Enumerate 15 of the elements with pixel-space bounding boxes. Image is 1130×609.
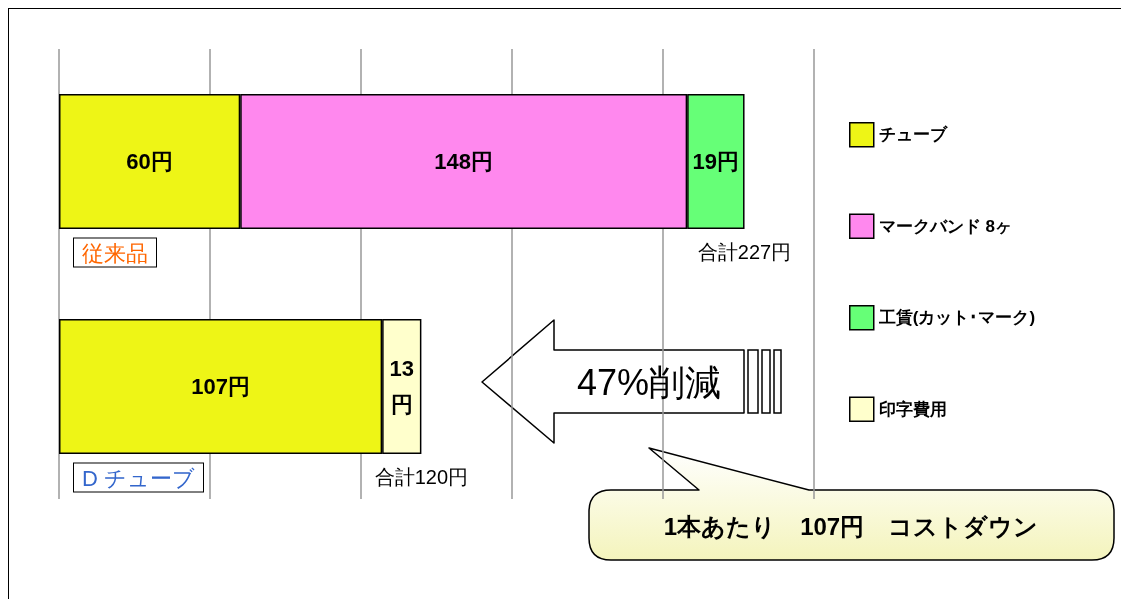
legend-label: チューブ: [878, 125, 948, 145]
data-label: 148円: [434, 149, 494, 174]
text: 1本あたり 107円 コストダウン: [663, 512, 1039, 540]
legend-label: マークバンド 8ヶ: [878, 216, 1012, 236]
y-tick-label: D チューブ: [82, 466, 195, 491]
total-label: 合計120円: [374, 465, 469, 488]
total-label: 合計227円: [697, 240, 792, 263]
legend-label: 印字費用: [878, 399, 947, 419]
legend-label: 工賃(カット･マーク): [877, 308, 1036, 328]
data-label: 19円: [692, 149, 740, 174]
data-label: 60円: [126, 149, 173, 174]
y-tick-label: 従来品: [82, 241, 148, 266]
data-label: 13円: [389, 356, 415, 417]
data-label: 107円: [191, 374, 250, 399]
annotation: 47%削減: [576, 361, 722, 403]
